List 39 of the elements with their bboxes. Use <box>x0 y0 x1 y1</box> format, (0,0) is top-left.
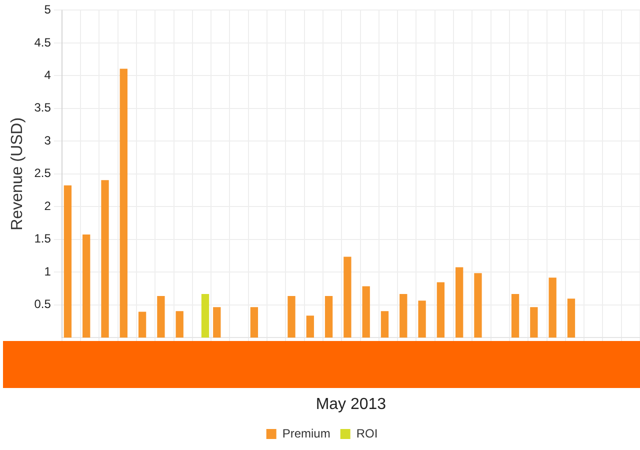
legend-label: Premium <box>282 426 330 440</box>
bar <box>400 294 408 338</box>
y-tick-label: 5 <box>44 2 52 17</box>
bar <box>418 300 426 338</box>
bar <box>64 185 72 338</box>
y-axis-title: Revenue (USD) <box>9 117 26 230</box>
y-tick-label: 1.5 <box>34 232 52 246</box>
bar <box>82 234 90 338</box>
bar <box>548 278 556 338</box>
bar <box>324 296 333 338</box>
bar <box>362 286 370 338</box>
legend-label: ROI <box>356 426 378 440</box>
bar <box>456 267 464 338</box>
y-tick-label: 3.5 <box>34 100 52 115</box>
x-axis-title: May 2013 <box>316 396 386 413</box>
bar <box>306 316 314 338</box>
bar <box>176 311 184 338</box>
bar <box>344 256 352 338</box>
bar <box>530 307 538 338</box>
y-tick-label: 2.5 <box>34 166 52 180</box>
bar <box>157 296 165 338</box>
bar <box>120 68 128 338</box>
bar <box>380 311 389 338</box>
bar <box>138 312 146 338</box>
bar <box>474 273 482 338</box>
bar <box>511 294 520 338</box>
bar <box>250 307 258 338</box>
bar <box>288 296 296 338</box>
bar <box>567 298 576 338</box>
bar <box>101 180 109 338</box>
bar <box>213 307 221 338</box>
y-tick-label: 4 <box>44 68 52 82</box>
y-tick-label: 2 <box>44 198 52 213</box>
y-tick-label: 4.5 <box>34 35 52 50</box>
bar <box>436 282 445 338</box>
y-tick-label: 1 <box>44 264 52 278</box>
y-tick-label: 0.5 <box>34 297 52 312</box>
y-tick-label: 3 <box>44 133 52 148</box>
bar <box>201 294 210 338</box>
